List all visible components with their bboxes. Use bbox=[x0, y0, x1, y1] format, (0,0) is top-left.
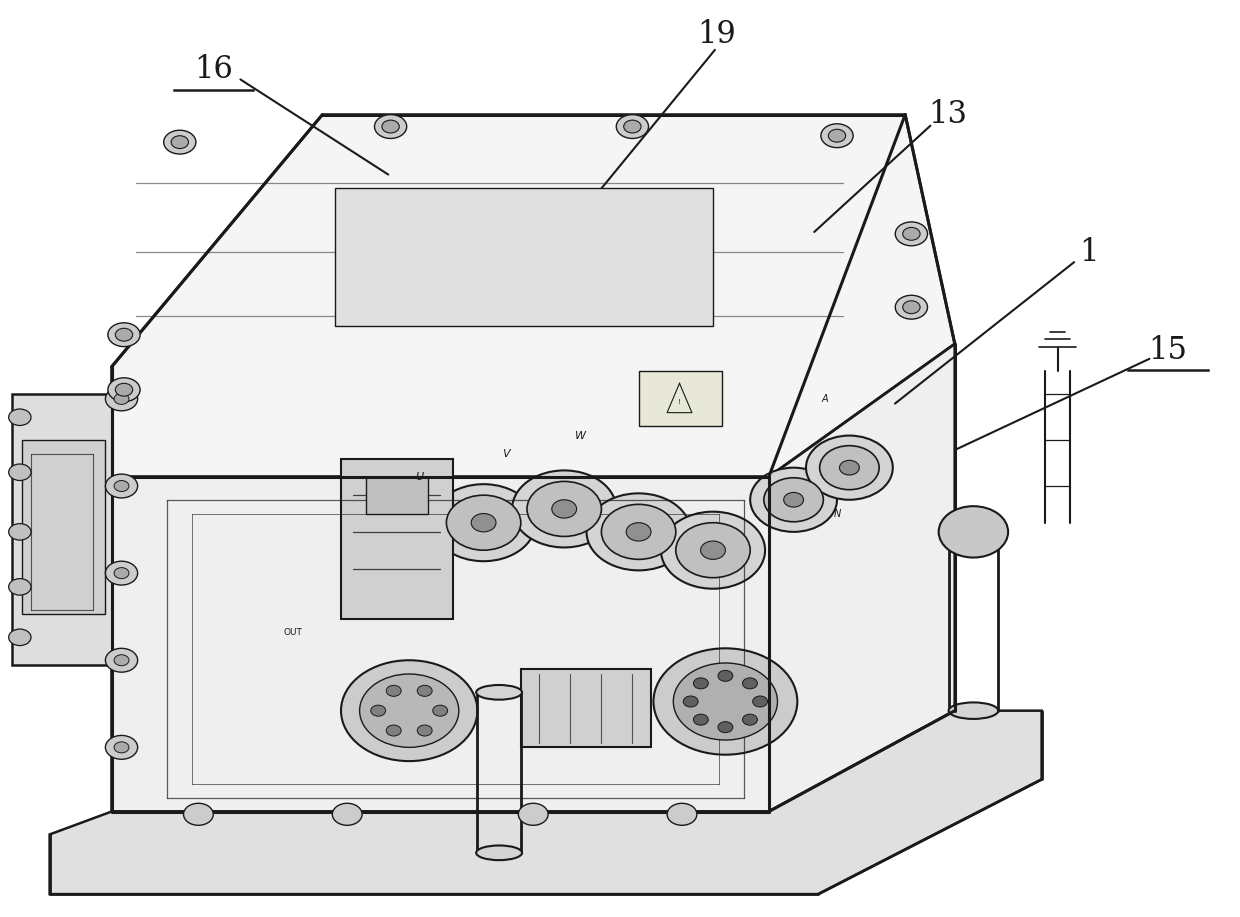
Ellipse shape bbox=[949, 524, 998, 540]
Circle shape bbox=[164, 130, 196, 154]
Circle shape bbox=[114, 481, 129, 492]
Text: 15: 15 bbox=[1148, 335, 1188, 366]
Text: !: ! bbox=[678, 399, 681, 404]
Circle shape bbox=[676, 523, 750, 578]
Polygon shape bbox=[22, 440, 105, 614]
Polygon shape bbox=[521, 669, 651, 747]
Circle shape bbox=[382, 120, 399, 133]
Polygon shape bbox=[112, 344, 955, 812]
Circle shape bbox=[108, 323, 140, 347]
Circle shape bbox=[587, 493, 691, 570]
Circle shape bbox=[903, 301, 920, 314]
Circle shape bbox=[105, 561, 138, 585]
Circle shape bbox=[673, 663, 777, 740]
Polygon shape bbox=[50, 711, 1042, 894]
Circle shape bbox=[105, 387, 138, 411]
Ellipse shape bbox=[476, 685, 522, 700]
Circle shape bbox=[387, 725, 402, 736]
Text: 16: 16 bbox=[193, 54, 233, 85]
Circle shape bbox=[114, 655, 129, 666]
Circle shape bbox=[518, 803, 548, 825]
Circle shape bbox=[828, 129, 846, 142]
Ellipse shape bbox=[949, 702, 998, 719]
Text: A: A bbox=[821, 394, 828, 403]
Circle shape bbox=[114, 393, 129, 404]
Circle shape bbox=[683, 696, 698, 707]
Circle shape bbox=[387, 685, 402, 696]
Circle shape bbox=[341, 660, 477, 761]
Polygon shape bbox=[366, 477, 428, 514]
Circle shape bbox=[743, 714, 758, 725]
Text: OUT: OUT bbox=[283, 628, 303, 637]
Circle shape bbox=[718, 670, 733, 681]
Polygon shape bbox=[335, 188, 713, 326]
Circle shape bbox=[820, 446, 879, 490]
Circle shape bbox=[667, 803, 697, 825]
Circle shape bbox=[374, 115, 407, 138]
Circle shape bbox=[417, 685, 433, 696]
Text: 1: 1 bbox=[1079, 237, 1099, 268]
Circle shape bbox=[527, 481, 601, 536]
Polygon shape bbox=[12, 394, 112, 665]
Circle shape bbox=[895, 295, 928, 319]
Circle shape bbox=[108, 378, 140, 402]
Text: U: U bbox=[415, 472, 423, 481]
Ellipse shape bbox=[476, 845, 522, 860]
Circle shape bbox=[114, 742, 129, 753]
Circle shape bbox=[9, 579, 31, 595]
Circle shape bbox=[750, 468, 837, 532]
Circle shape bbox=[332, 803, 362, 825]
Circle shape bbox=[701, 541, 725, 559]
Circle shape bbox=[9, 464, 31, 481]
Circle shape bbox=[764, 478, 823, 522]
Circle shape bbox=[371, 705, 386, 716]
Circle shape bbox=[753, 696, 768, 707]
Circle shape bbox=[184, 803, 213, 825]
Circle shape bbox=[105, 648, 138, 672]
Circle shape bbox=[171, 136, 188, 149]
Text: W: W bbox=[575, 431, 585, 440]
Circle shape bbox=[743, 678, 758, 689]
Circle shape bbox=[839, 460, 859, 475]
Circle shape bbox=[903, 227, 920, 240]
Circle shape bbox=[624, 120, 641, 133]
Circle shape bbox=[784, 492, 804, 507]
Circle shape bbox=[895, 222, 928, 246]
Circle shape bbox=[432, 484, 536, 561]
Circle shape bbox=[626, 523, 651, 541]
Circle shape bbox=[693, 678, 708, 689]
Circle shape bbox=[9, 409, 31, 425]
Text: N: N bbox=[833, 509, 841, 518]
Circle shape bbox=[616, 115, 649, 138]
Text: 13: 13 bbox=[928, 99, 967, 130]
Text: 19: 19 bbox=[697, 19, 737, 50]
Circle shape bbox=[417, 725, 433, 736]
Circle shape bbox=[512, 470, 616, 547]
Circle shape bbox=[9, 629, 31, 646]
Circle shape bbox=[433, 705, 448, 716]
Circle shape bbox=[718, 722, 733, 733]
Circle shape bbox=[821, 124, 853, 148]
Circle shape bbox=[105, 474, 138, 498]
Circle shape bbox=[105, 735, 138, 759]
Circle shape bbox=[115, 383, 133, 396]
Circle shape bbox=[693, 714, 708, 725]
Circle shape bbox=[360, 674, 459, 747]
Circle shape bbox=[9, 524, 31, 540]
Circle shape bbox=[471, 514, 496, 532]
Circle shape bbox=[653, 648, 797, 755]
Polygon shape bbox=[639, 371, 722, 426]
Polygon shape bbox=[341, 458, 453, 619]
Circle shape bbox=[115, 328, 133, 341]
Circle shape bbox=[552, 500, 577, 518]
Circle shape bbox=[114, 568, 129, 579]
Circle shape bbox=[806, 436, 893, 500]
Circle shape bbox=[939, 506, 1008, 558]
Text: V: V bbox=[502, 449, 510, 458]
Circle shape bbox=[601, 504, 676, 559]
Circle shape bbox=[661, 512, 765, 589]
Circle shape bbox=[446, 495, 521, 550]
Polygon shape bbox=[112, 115, 955, 477]
